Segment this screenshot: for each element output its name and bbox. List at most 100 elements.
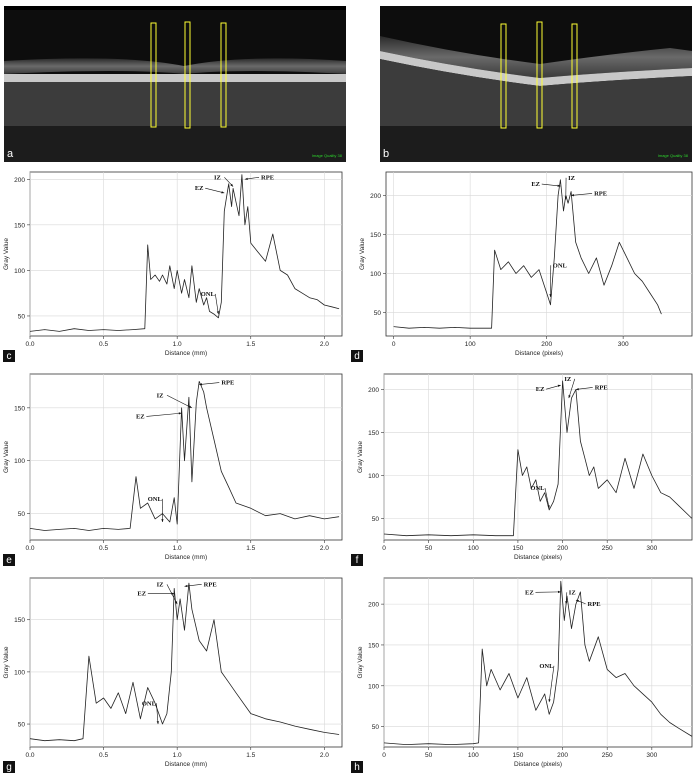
annotation-iz: IZ [564,376,571,383]
x-axis-label: Distance (mm) [165,350,207,357]
series-line [383,380,693,537]
x-tick-label: 200 [541,341,552,348]
plot-frame [29,171,343,337]
annotation-arrowhead [230,183,234,187]
x-tick-label: 0 [382,752,386,759]
sample-box-2 [184,21,191,129]
annotation-onl: ONL [553,262,568,269]
y-tick-label: 100 [368,473,379,480]
annotation-arrowhead [216,311,220,315]
annotation-rpe: RPE [588,601,601,608]
y-axis-label: Gray Value [357,646,364,678]
annotation-arrowhead [557,184,561,187]
x-tick-label: 1.5 [246,341,255,348]
x-tick-label: 2.0 [320,752,329,759]
panel-letter-text: f [356,555,359,566]
annotation-arrowhead [557,384,561,388]
panel-letter-g: g [3,761,15,773]
y-tick-label: 200 [368,602,379,609]
x-tick-label: 50 [425,545,433,552]
panel-letter-box [351,350,363,362]
y-tick-label: 100 [14,669,25,676]
x-axis-label: Distance (mm) [165,554,207,561]
y-tick-label: 50 [18,313,26,320]
sample-box-1 [500,23,507,129]
x-tick-label: 1.5 [246,752,255,759]
annotation-arrowhead [199,383,203,386]
annotation-arrowhead [547,505,550,509]
annotation-arrowhead [548,699,551,703]
plot-frame [385,171,693,337]
panel-letter-c: c [3,350,15,362]
y-tick-label: 200 [370,193,381,200]
y-tick-label: 50 [372,516,380,523]
chart-c: 0.0 0.5 1.0 1.5 2.0 50 100 150 200 Distance (mm) G… [3,171,343,362]
panel-letter-text: c [7,351,12,362]
y-tick-label: 200 [368,387,379,394]
panel-letter-e: e [3,554,15,566]
x-tick-label: 250 [602,545,613,552]
sample-box-1 [150,22,157,128]
x-tick-label: 100 [468,545,479,552]
annotation-rpe: RPE [595,384,608,391]
plot-h: 0 50 100 150 200 250 300 50 100 150 200 Distance (p… [348,570,697,775]
y-tick-label: 100 [370,271,381,278]
y-tick-label: 150 [14,405,25,412]
plot-frame [29,577,343,748]
x-tick-label: 100 [468,752,479,759]
panel-letter-d: d [351,350,363,362]
y-axis-label: Gray Value [3,441,10,473]
y-axis-label: Gray Value [357,441,364,473]
x-tick-label: 0.5 [99,545,108,552]
annotation-arrow [544,488,550,509]
annotation-onl: ONL [148,496,163,503]
panel-letter-b: b [383,148,390,160]
x-tick-label: 1.5 [246,545,255,552]
panel-letter-box [351,554,363,566]
oct-scan-a [4,6,346,162]
x-tick-label: 300 [618,341,629,348]
x-tick-label: 300 [646,545,657,552]
sample-box-3 [571,23,578,129]
y-tick-label: 150 [368,430,379,437]
series-line [29,381,340,531]
sample-box-2 [536,21,543,129]
annotation-arrow [166,394,193,409]
annotation-arrowhead [557,590,561,594]
annotation-arrowhead [184,584,188,588]
annotation-ez: EZ [195,185,204,192]
series-line [29,582,340,742]
x-tick-label: 2.0 [320,341,329,348]
y-tick-label: 150 [14,222,25,229]
chart-h: 0 50 100 150 200 250 300 50 100 150 200 Distance (p… [351,577,693,773]
plot-frame [383,373,693,541]
oct-scan-b [380,6,692,162]
annotation-ez: EZ [531,181,540,188]
x-tick-label: 200 [557,752,568,759]
y-tick-label: 100 [14,458,25,465]
sample-box-3 [220,22,227,128]
chart-e: 0.0 0.5 1.0 1.5 2.0 50 100 150 Distance (mm) Gray… [3,373,343,566]
x-tick-label: 2.0 [320,545,329,552]
x-tick-label: 1.0 [173,752,182,759]
annotation-arrowhead [564,196,567,200]
y-tick-label: 150 [370,232,381,239]
panel-letter-box [3,350,15,362]
annotation-arrowhead [161,519,164,523]
annotation-arrow [156,703,159,725]
annotation-arrow [184,584,202,587]
annotation-arrowhead [575,599,579,603]
y-tick-label: 150 [14,617,25,624]
plot-f: 0 50 100 150 200 250 300 50 100 150 200 Distance (p… [348,366,697,568]
annotation-arrow [541,183,561,187]
y-tick-label: 50 [372,724,380,731]
x-axis-label: Distance (pixels) [514,761,562,768]
y-axis-label: Gray Value [3,238,10,270]
plot-d: 0 100 200 300 50 100 150 200 Distance (pixels) Gr… [348,164,697,364]
annotation-ez: EZ [525,589,534,596]
annotation-arrowhead [221,191,225,194]
panel-letter-box [3,761,15,773]
annotation-rpe: RPE [261,174,274,181]
y-axis-label: Gray Value [3,646,10,678]
x-tick-label: 250 [602,752,613,759]
